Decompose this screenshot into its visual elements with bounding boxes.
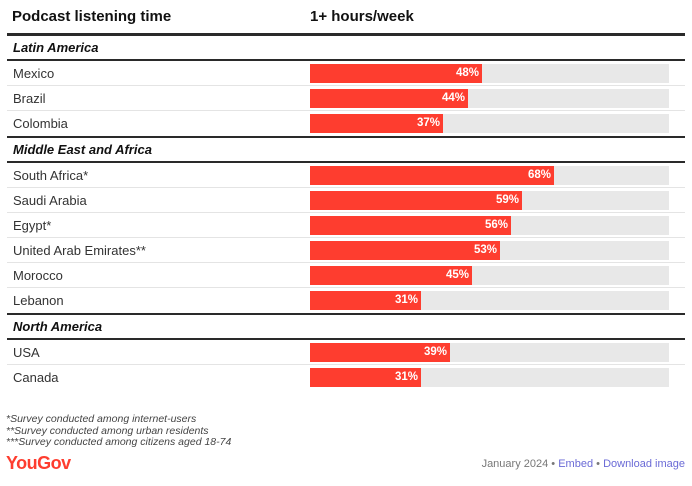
section-rule [7, 313, 685, 315]
row-divider [7, 85, 685, 86]
bar-value-label: 37% [416, 117, 440, 129]
chart-row: United Arab Emirates** 53% [7, 238, 685, 263]
section-rule [7, 338, 685, 340]
bar: 59% [310, 191, 522, 210]
chart-row: USA 39% [7, 340, 685, 365]
bar: 53% [310, 241, 500, 260]
category-label: Colombia [13, 116, 68, 131]
section-rule [7, 59, 685, 61]
category-label: Morocco [13, 268, 63, 283]
chart-row: Morocco 45% [7, 263, 685, 288]
category-label: Egypt* [13, 218, 52, 233]
row-divider [7, 364, 685, 365]
footer-separator: • [596, 458, 600, 470]
download-image-link[interactable]: Download image [603, 458, 685, 470]
section-header: Middle East and Africa [7, 138, 685, 160]
bar-value-label: 59% [495, 194, 519, 206]
bar-value-label: 68% [527, 169, 551, 181]
bar-value-label: 31% [394, 371, 418, 383]
bar-value-label: 56% [484, 219, 508, 231]
row-divider [7, 237, 685, 238]
bar: 45% [310, 266, 472, 285]
header-rule [7, 33, 685, 36]
embed-link[interactable]: Embed [558, 458, 594, 470]
bar-value-label: 31% [394, 294, 418, 306]
footnote: *Survey conducted among internet-users [6, 413, 197, 425]
bar-track: 39% [310, 343, 669, 362]
row-divider [7, 287, 685, 288]
bar-value-label: 53% [473, 244, 497, 256]
bar-value-label: 44% [441, 92, 465, 104]
chart-row: Canada 31% [7, 365, 685, 390]
chart-row: Egypt* 56% [7, 213, 685, 238]
bar-track: 56% [310, 216, 669, 235]
category-label: South Africa* [13, 168, 89, 183]
chart-row: Saudi Arabia 59% [7, 188, 685, 213]
category-label: United Arab Emirates** [13, 243, 146, 258]
category-label: Canada [13, 370, 59, 385]
category-label: USA [13, 345, 40, 360]
section-label: Latin America [13, 40, 99, 55]
column-header-left: Podcast listening time [12, 8, 172, 25]
chart-row: Colombia 37% [7, 111, 685, 136]
bar-value-label: 48% [455, 67, 479, 79]
chart-row: Lebanon 31% [7, 288, 685, 313]
chart-row: Mexico 48% [7, 61, 685, 86]
bar-track: 45% [310, 266, 669, 285]
section-label: North America [13, 319, 103, 334]
row-divider [7, 187, 685, 188]
category-label: Brazil [13, 91, 46, 106]
bar: 31% [310, 368, 421, 387]
category-label: Saudi Arabia [13, 193, 87, 208]
bar-value-label: 39% [423, 346, 447, 358]
section-header: Latin America [7, 36, 685, 58]
bar-track: 37% [310, 114, 669, 133]
row-divider [7, 262, 685, 263]
chart-row: South Africa* 68% [7, 163, 685, 188]
publish-date: January 2024 [481, 458, 549, 470]
bar-track: 44% [310, 89, 669, 108]
chart-row: Brazil 44% [7, 86, 685, 111]
bar: 48% [310, 64, 482, 83]
bar-track: 31% [310, 291, 669, 310]
bar: 37% [310, 114, 443, 133]
bar: 39% [310, 343, 450, 362]
bar-track: 59% [310, 191, 669, 210]
footnote: ***Survey conducted among citizens aged … [6, 436, 232, 448]
bar-track: 68% [310, 166, 669, 185]
bar: 56% [310, 216, 511, 235]
bar: 44% [310, 89, 468, 108]
column-header-right: 1+ hours/week [310, 8, 414, 25]
category-label: Mexico [13, 66, 55, 81]
footer-separator: • [551, 458, 556, 470]
section-rule [7, 161, 685, 163]
row-divider [7, 212, 685, 213]
bar: 68% [310, 166, 554, 185]
bar-value-label: 45% [445, 269, 469, 281]
section-rule [7, 136, 685, 138]
bar: 31% [310, 291, 421, 310]
section-label: Middle East and Africa [13, 142, 152, 157]
bar-track: 31% [310, 368, 669, 387]
bar-track: 48% [310, 64, 669, 83]
row-divider [7, 110, 685, 111]
yougov-logo: YouGov [6, 453, 71, 473]
footnotes: *Survey conducted among internet-users *… [6, 413, 232, 449]
section-header: North America [7, 315, 685, 337]
footer-meta: January 2024 • Embed • Download image [482, 458, 685, 470]
footnote: **Survey conducted among urban residents [6, 424, 209, 437]
category-label: Lebanon [13, 293, 64, 308]
bar-track: 53% [310, 241, 669, 260]
